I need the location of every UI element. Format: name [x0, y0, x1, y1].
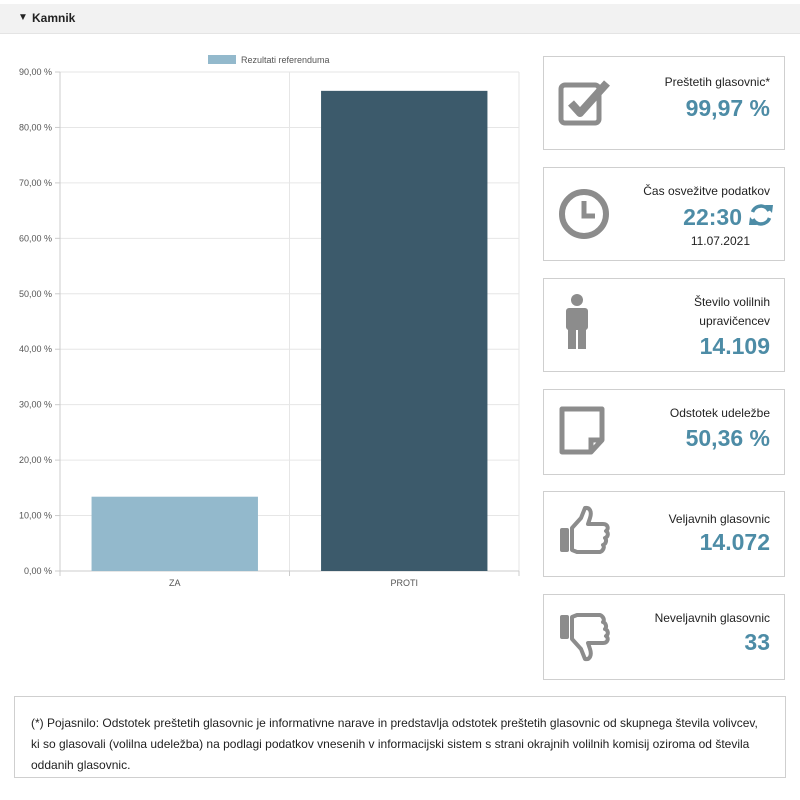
- note-icon: [559, 406, 605, 455]
- card-value: 14.109: [699, 333, 770, 359]
- bar-proti: [321, 90, 488, 572]
- chart-svg: 0,00 % 10,00 % 20,00 % 30,00 % 40,00 % 50,00 …: [19, 55, 520, 588]
- card-turnout: Odstotek udeležbe 50,36 %: [543, 389, 785, 475]
- y-tick-label: 50,00 %: [19, 289, 52, 299]
- checkbox-icon: [558, 80, 610, 126]
- card-value: 50,36 %: [685, 425, 770, 451]
- card-label: Veljavnih glasovnic: [668, 512, 770, 526]
- y-tick-label: 90,00 %: [19, 67, 52, 77]
- legend-swatch: [208, 55, 236, 64]
- thumbs-up-icon: [560, 505, 610, 554]
- card-value: 14.072: [699, 529, 770, 555]
- card-value: 33: [744, 629, 770, 655]
- card-invalid-ballots: Neveljavnih glasovnic 33: [543, 594, 785, 680]
- card-label: Čas osvežitve podatkov: [643, 184, 770, 198]
- y-tick-label: 40,00 %: [19, 344, 52, 354]
- footnote: (*) Pojasnilo: Odstotek preštetih glasov…: [14, 696, 786, 778]
- card-value: 22:30: [683, 204, 742, 230]
- y-tick-label: 30,00 %: [19, 400, 52, 410]
- clock-icon: [559, 189, 609, 239]
- card-value: 99,97 %: [685, 95, 770, 121]
- x-tick-label: ZA: [169, 578, 181, 588]
- section-title: Kamnik: [32, 11, 76, 25]
- y-tick-label: 80,00 %: [19, 122, 52, 132]
- card-label-line2: upravičencev: [699, 314, 770, 328]
- card-counted-ballots: Preštetih glasovnic* 99,97 %: [543, 56, 785, 150]
- refresh-icon[interactable]: [748, 202, 774, 228]
- card-label: Število volilnih: [693, 295, 770, 309]
- card-eligible-voters: Število volilnih upravičencev 14.109: [543, 278, 785, 372]
- bar-za: [91, 496, 258, 571]
- y-tick-label: 20,00 %: [19, 455, 52, 465]
- card-label: Preštetih glasovnic*: [664, 75, 770, 89]
- y-tick-label: 10,00 %: [19, 511, 52, 521]
- card-refresh-time: Čas osvežitve podatkov 22:30 11.07.2021: [543, 167, 785, 261]
- results-chart: 0,00 % 10,00 % 20,00 % 30,00 % 40,00 % 50,00 …: [0, 40, 540, 600]
- y-tick-label: 0,00 %: [24, 566, 52, 576]
- caret-down-icon[interactable]: ▼: [18, 12, 28, 23]
- y-tick-label: 60,00 %: [19, 233, 52, 243]
- card-label: Odstotek udeležbe: [669, 406, 770, 420]
- card-label: Neveljavnih glasovnic: [654, 611, 770, 625]
- card-valid-ballots: Veljavnih glasovnic 14.072: [543, 491, 785, 577]
- person-icon: [566, 294, 588, 349]
- y-tick-label: 70,00 %: [19, 178, 52, 188]
- section-header[interactable]: ▼ Kamnik: [0, 4, 800, 34]
- footnote-text: (*) Pojasnilo: Odstotek preštetih glasov…: [31, 716, 758, 772]
- card-date: 11.07.2021: [690, 234, 750, 248]
- legend-label: Rezultati referenduma: [241, 55, 330, 65]
- x-tick-label: PROTI: [390, 578, 418, 588]
- thumbs-down-icon: [560, 613, 610, 662]
